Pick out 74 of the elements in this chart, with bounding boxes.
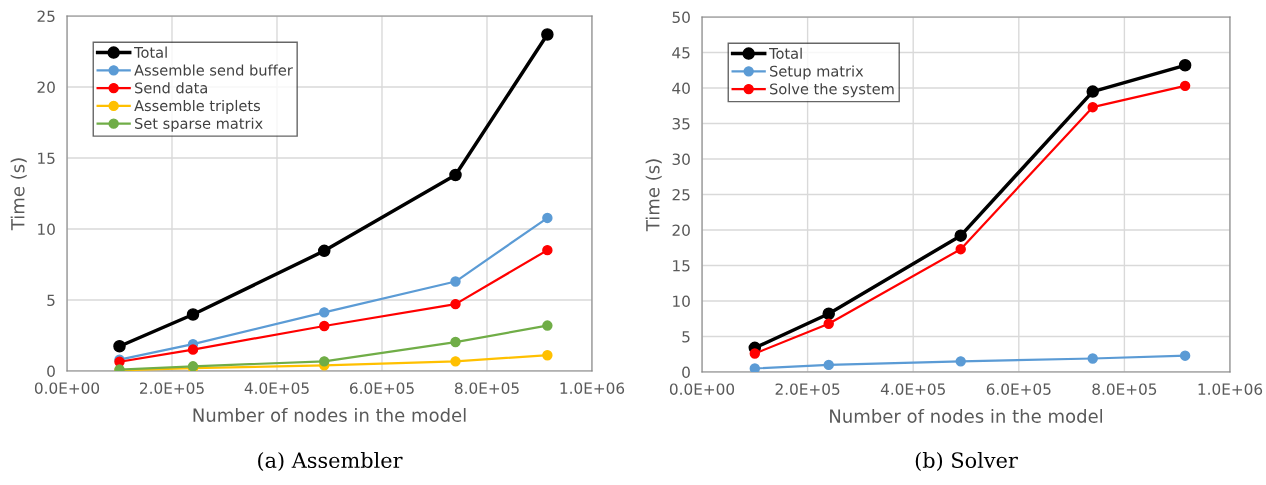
point	[542, 212, 553, 224]
y-tick-label: 50	[672, 11, 690, 24]
legend-label: Set sparse matrix	[135, 117, 263, 132]
y-tick-label: 10	[673, 295, 690, 308]
y-tick-label: 0	[47, 365, 55, 378]
point	[542, 320, 553, 331]
y-tick-label: 20	[37, 81, 55, 94]
x-tick-label: 8.0E+05	[1092, 383, 1157, 395]
x-tick-label: 4.0E+05	[244, 382, 309, 394]
point	[317, 244, 331, 258]
y-tick-label: 40	[672, 82, 690, 95]
legend-label: Assemble send buffer	[134, 64, 293, 76]
y-tick-label: 25	[672, 188, 690, 201]
y-tick-label: 25	[37, 10, 55, 23]
point	[1179, 350, 1191, 361]
y-tick-label: 5	[682, 331, 690, 343]
text: (a) Assembler	[258, 451, 403, 471]
x-tick-label: 0.0E+00	[34, 382, 100, 394]
x-tick-label: 6.0E+05	[349, 382, 414, 394]
point	[186, 308, 200, 321]
point	[749, 363, 761, 372]
text: (b) Solver	[915, 451, 1018, 471]
legend-label: Total	[769, 47, 802, 59]
point	[1087, 353, 1098, 364]
point	[187, 344, 199, 355]
x-tick-label: 0.0E+00	[669, 383, 735, 395]
point	[822, 307, 835, 321]
point	[1178, 59, 1192, 72]
point	[541, 28, 554, 41]
point	[823, 318, 834, 329]
point	[542, 350, 553, 361]
point	[823, 359, 834, 371]
y-tick-label: 15	[38, 152, 55, 165]
x-tick-label: 4.0E+05	[880, 383, 945, 395]
y-tick-label: 45	[672, 47, 690, 59]
point	[1086, 85, 1099, 98]
y-tick-label: 15	[673, 260, 690, 272]
point	[955, 243, 966, 255]
point	[1179, 80, 1191, 92]
x-tick-label: 8.0E+05	[454, 382, 519, 394]
y-tick-label: 5	[47, 294, 55, 307]
y-tick-label: 30	[672, 153, 690, 166]
x-tick-label: 1.0E+06	[1198, 383, 1263, 395]
y-axis-title: Time (s)	[10, 158, 27, 231]
legend-label: Assemble triplets	[134, 99, 260, 115]
legend-label: Send data	[135, 82, 207, 94]
point	[450, 298, 461, 310]
x-tick-label: 2.0E+05	[775, 383, 840, 395]
point	[319, 320, 330, 332]
x-axis-title: Number of nodes in the model	[193, 408, 466, 422]
point	[749, 348, 761, 359]
legend-label: Total	[134, 46, 167, 58]
y-tick-label: 20	[672, 224, 690, 237]
point	[954, 229, 967, 242]
point	[542, 244, 553, 256]
x-tick-label: 2.0E+05	[140, 382, 204, 394]
y-tick-label: 35	[672, 117, 690, 130]
legend-label: Setup matrix	[770, 65, 864, 80]
point	[450, 356, 461, 367]
x-tick-label: 6.0E+05	[986, 383, 1051, 395]
x-tick-label: 1.0E+06	[560, 382, 625, 394]
y-tick-label: 0	[682, 366, 690, 379]
legend-label: Solve the system	[770, 83, 894, 98]
point	[450, 336, 461, 348]
y-axis-title: Time (s)	[645, 159, 662, 232]
x-axis-title: Number of nodes in the model	[830, 409, 1103, 423]
point	[449, 168, 462, 182]
y-tick-label: 10	[38, 223, 55, 236]
point	[319, 356, 330, 367]
point	[113, 340, 126, 353]
point	[450, 276, 461, 287]
point	[319, 307, 330, 318]
point	[1087, 101, 1098, 113]
point	[955, 356, 966, 367]
